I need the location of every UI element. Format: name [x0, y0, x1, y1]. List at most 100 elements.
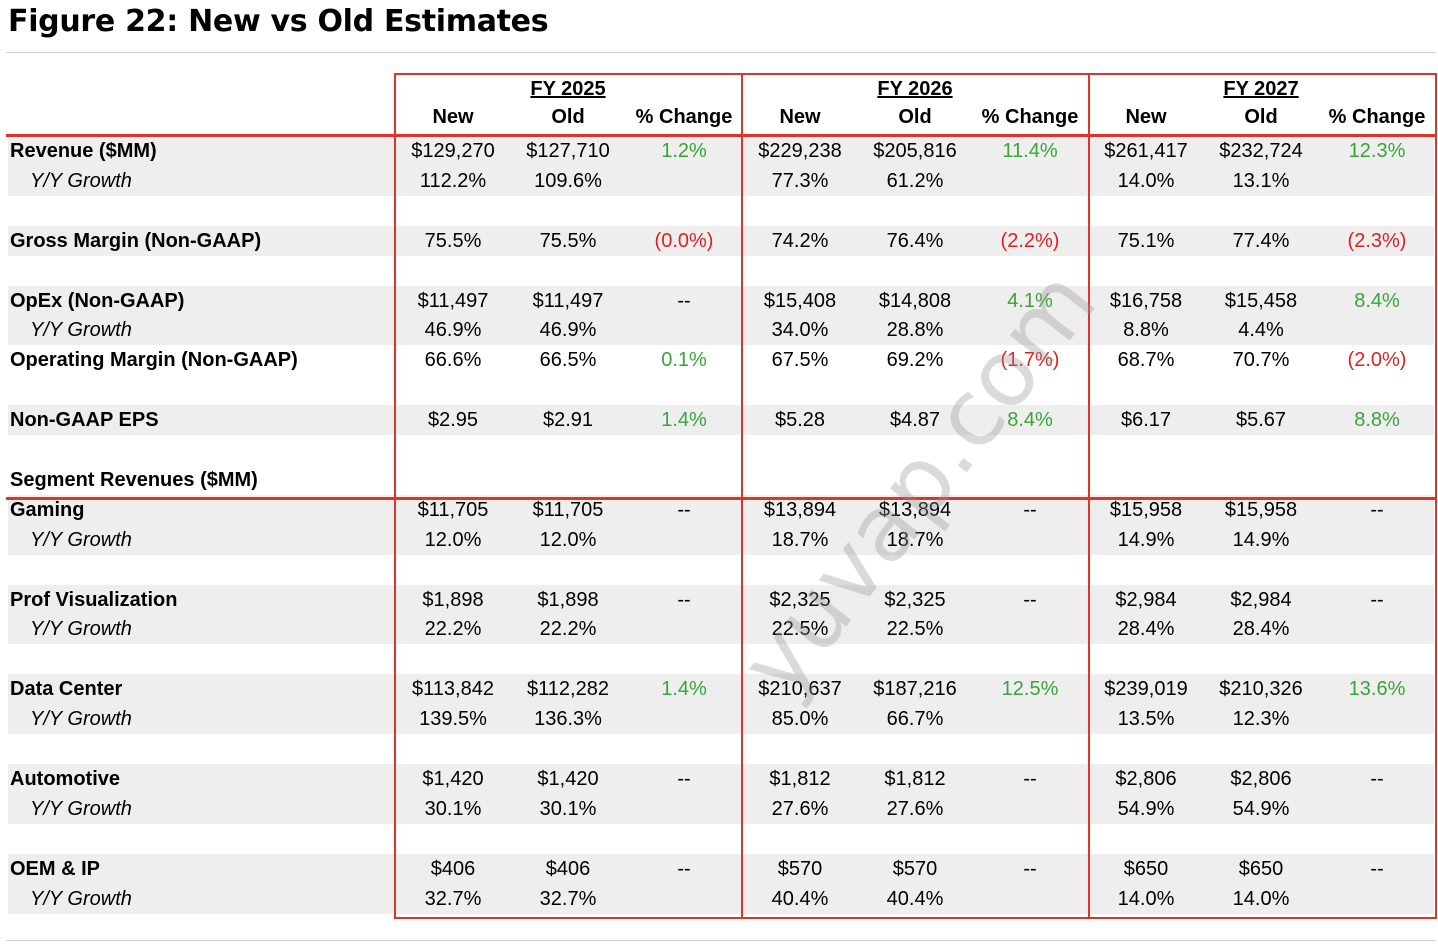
cell-new: 68.7%: [1117, 349, 1175, 372]
cell-old: 27.6%: [886, 797, 944, 820]
row-label: Non-GAAP EPS: [10, 409, 159, 432]
cell-pct-change: 1.4%: [661, 409, 707, 432]
cell-old: $1,812: [884, 767, 946, 790]
cell-new: 30.1%: [424, 797, 482, 820]
row-label: Y/Y Growth: [30, 319, 132, 342]
row-label: Y/Y Growth: [30, 708, 132, 731]
cell-old: $232,724: [1219, 140, 1303, 162]
row-label: Y/Y Growth: [30, 618, 132, 641]
cell-old: $406: [545, 857, 591, 880]
table-row: Data Center $113,842 $112,282 1.4% $210,637 $…: [8, 674, 1434, 705]
cell-old: $205,816: [873, 140, 957, 162]
cell-old: $4.87: [889, 409, 941, 432]
cell-old: $11,497: [532, 289, 604, 312]
cell-new: 28.4%: [1117, 618, 1175, 641]
cell-pct-change: 0.1%: [661, 349, 707, 372]
row-label: Operating Margin (Non-GAAP): [10, 349, 298, 372]
cell-pct-change: 12.5%: [1001, 678, 1059, 701]
table-row: OpEx (Non-GAAP) $11,497 $11,497 -- $15,408 $1…: [8, 285, 1434, 316]
cell-pct-change: 13.6%: [1348, 678, 1406, 701]
cell-new: 13.5%: [1117, 708, 1175, 731]
cell-pct-change: --: [1023, 498, 1037, 521]
cell-old: 32.7%: [539, 887, 597, 910]
row-label: OpEx (Non-GAAP): [10, 289, 185, 312]
cell-pct-change: (2.3%): [1347, 229, 1407, 252]
cell-pct-change: (1.7%): [1000, 349, 1060, 372]
fiscal-year-header: FY 2027: [1223, 78, 1299, 100]
cell-new: $229,238: [758, 140, 842, 162]
cell-new: 22.5%: [771, 618, 829, 641]
cell-new: $2,325: [769, 588, 831, 611]
column-header-old: Old: [551, 106, 585, 128]
cell-new: $406: [430, 857, 476, 880]
cell-old: 22.5%: [886, 618, 944, 641]
cell-pct-change: --: [677, 289, 691, 312]
table-row: Operating Margin (Non-GAAP) 66.6% 66.5% 0.1…: [8, 345, 1434, 375]
cell-new: 112.2%: [419, 169, 487, 192]
cell-new: $1,812: [769, 767, 831, 790]
cell-pct-change: --: [677, 498, 691, 521]
table-row: Y/Y Growth 112.2% 109.6% 77.3% 61.2% 14.0% 13.…: [8, 165, 1434, 196]
cell-new: $210,637: [758, 678, 842, 701]
cell-new: $11,705: [417, 498, 489, 521]
cell-new: $15,408: [763, 289, 837, 312]
cell-new: $1,898: [422, 588, 484, 611]
header-divider-line: [394, 497, 1436, 500]
cell-pct-change: 11.4%: [1002, 140, 1058, 162]
column-header-new: New: [779, 106, 821, 128]
cell-new: 14.0%: [1117, 169, 1175, 192]
column-header-pct-change: % Change: [635, 106, 733, 128]
cell-old: 66.5%: [539, 349, 597, 372]
cell-old: 77.4%: [1232, 229, 1290, 252]
table-row: Gross Margin (Non-GAAP) 75.5% 75.5% (0.0%) 7…: [8, 225, 1434, 256]
cell-new: $11,497: [417, 289, 489, 312]
cell-new: $113,842: [412, 678, 494, 701]
row-label: Revenue ($MM): [10, 140, 157, 162]
cell-new: 32.7%: [424, 887, 482, 910]
cell-old: 54.9%: [1232, 797, 1290, 820]
cell-old: $2,984: [1230, 588, 1292, 611]
cell-old: 69.2%: [886, 349, 944, 372]
column-header-pct-change: % Change: [981, 106, 1079, 128]
bottom-divider: [6, 940, 1436, 941]
cell-pct-change: 4.1%: [1007, 289, 1053, 312]
cell-new: 12.0%: [424, 528, 482, 551]
cell-new: 14.9%: [1117, 528, 1175, 551]
page-title: Figure 22: New vs Old Estimates: [8, 4, 549, 39]
row-label: Gross Margin (Non-GAAP): [10, 229, 262, 252]
table-row: Y/Y Growth 139.5% 136.3% 85.0% 66.7% 13.5% 12.…: [8, 704, 1434, 735]
cell-new: $239,019: [1104, 678, 1188, 701]
cell-new: $261,417: [1104, 140, 1188, 162]
table-row: Y/Y Growth 12.0% 12.0% 18.7% 18.7% 14.9% 14.9%: [8, 524, 1434, 555]
table-row: Prof Visualization $1,898 $1,898 -- $2,325 $2…: [8, 584, 1434, 615]
cell-pct-change: --: [677, 588, 691, 611]
cell-new: $2.95: [427, 409, 479, 432]
row-label: Segment Revenues ($MM): [10, 468, 258, 491]
cell-old: 46.9%: [539, 319, 597, 342]
cell-new: 75.1%: [1117, 229, 1175, 252]
cell-new: 22.2%: [424, 618, 482, 641]
row-label: Prof Visualization: [10, 588, 178, 611]
fiscal-year-header: FY 2026: [877, 78, 953, 100]
cell-old: 75.5%: [539, 229, 597, 252]
row-label: Y/Y Growth: [30, 169, 132, 192]
cell-new: $6.17: [1120, 409, 1172, 432]
cell-new: 75.5%: [424, 229, 482, 252]
cell-new: 66.6%: [424, 349, 482, 372]
column-header-new: New: [432, 106, 474, 128]
table-row: Y/Y Growth 46.9% 46.9% 34.0% 28.8% 8.8% 4.4%: [8, 315, 1434, 346]
cell-pct-change: 1.2%: [661, 140, 707, 162]
cell-new: 46.9%: [424, 319, 482, 342]
cell-old: $187,216: [873, 678, 957, 701]
cell-old: 14.9%: [1232, 528, 1290, 551]
table-row: Y/Y Growth 22.2% 22.2% 22.5% 22.5% 28.4% 28.4%: [8, 614, 1434, 645]
row-label: Data Center: [10, 678, 123, 701]
fiscal-year-group-border: [394, 73, 743, 919]
cell-pct-change: 8.4%: [1007, 409, 1053, 432]
cell-new: 27.6%: [771, 797, 829, 820]
cell-old: 66.7%: [886, 708, 944, 731]
cell-old: 12.0%: [539, 528, 597, 551]
cell-old: 136.3%: [534, 708, 602, 731]
cell-old: 70.7%: [1232, 349, 1290, 372]
column-header-old: Old: [1244, 106, 1278, 128]
